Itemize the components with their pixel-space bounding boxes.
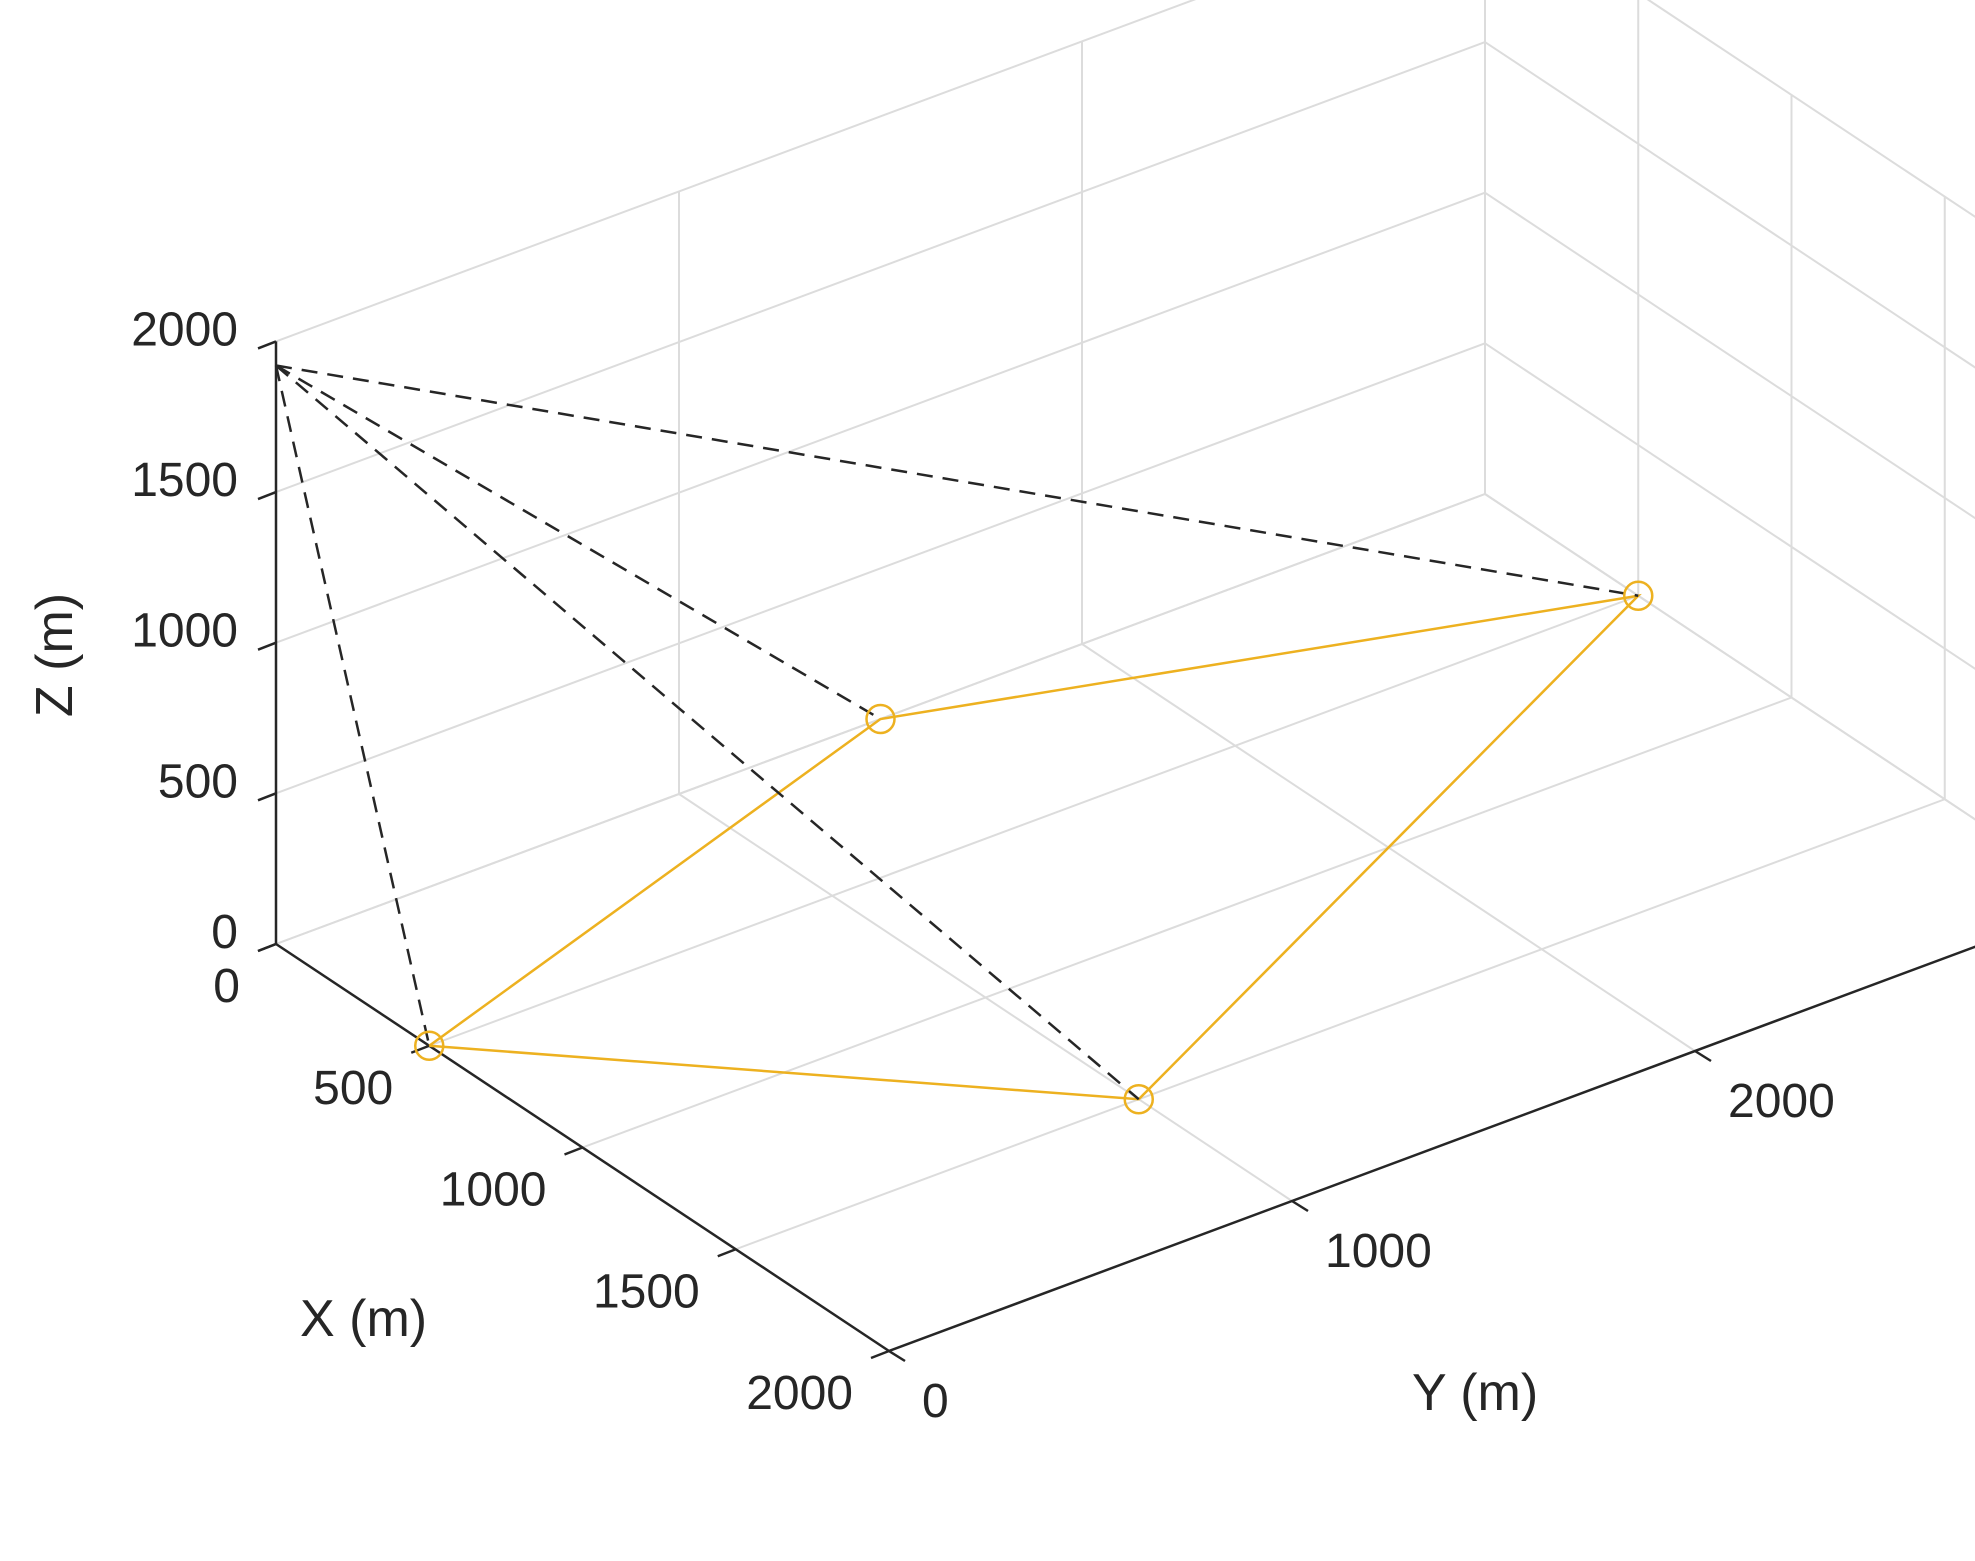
- axes-layer: [257, 340, 1975, 1363]
- z-tick-mark: [257, 792, 277, 802]
- back-wall-grid-line: [275, 342, 1486, 795]
- side-wall-grid-line: [1484, 493, 1975, 821]
- floor-grid-line: [428, 594, 1639, 1047]
- side-wall-grid-line: [1484, 191, 1975, 520]
- x-tick-mark: [410, 1044, 430, 1054]
- ray-line: [275, 364, 1639, 597]
- back-wall-grid-line: [275, 191, 1486, 644]
- floor-grid-line: [735, 798, 1946, 1251]
- sensor-marker: [414, 1030, 445, 1061]
- z-tick-label: 0: [211, 906, 238, 959]
- x-tick-mark: [717, 1248, 737, 1258]
- x-tick-mark: [564, 1146, 583, 1156]
- data-layer: [274, 364, 1654, 1115]
- ray-line: [275, 364, 1140, 1101]
- sensor-marker: [1123, 1084, 1154, 1115]
- side-wall-grid-line: [1484, 342, 1975, 670]
- floor-grid-line: [678, 793, 1293, 1202]
- ray-line: [275, 364, 882, 721]
- y-tick-label: 0: [922, 1375, 949, 1428]
- z-tick-mark: [257, 340, 277, 350]
- ray-line: [274, 365, 431, 1047]
- z-tick-mark: [257, 641, 277, 651]
- y-axis-title: Y (m): [1412, 1364, 1538, 1422]
- y-tick-mark: [1291, 1199, 1309, 1213]
- z-tick-label: 500: [158, 755, 238, 808]
- side-wall-grid-line: [1484, 41, 1975, 369]
- z-tick-label: 1500: [131, 454, 238, 507]
- z-tick-label: 2000: [131, 303, 238, 356]
- y-tick-label: 2000: [1728, 1075, 1835, 1128]
- x-tick-label: 500: [313, 1062, 393, 1115]
- y-tick-mark: [1694, 1049, 1712, 1063]
- x-tick-label: 0: [213, 960, 240, 1013]
- x-tick-label: 1500: [593, 1265, 700, 1318]
- z-tick-mark: [257, 942, 277, 953]
- x-axis-title: X (m): [300, 1290, 427, 1348]
- sensor-marker: [1623, 580, 1654, 611]
- z-tick-mark: [257, 490, 277, 501]
- x-tick-label: 2000: [746, 1367, 853, 1420]
- x-tick-mark: [870, 1349, 890, 1360]
- back-wall-grid-line: [275, 0, 1197, 343]
- x-tick-label: 1000: [440, 1164, 547, 1217]
- side-wall-grid-line: [1646, 0, 1975, 218]
- y-tick-label: 1000: [1325, 1225, 1432, 1278]
- z-tick-label: 1000: [131, 605, 238, 658]
- label-layer: X (m) Y (m) Z (m) 0 500 1000 1500 2000 0 1000 2…: [26, 303, 1835, 1428]
- y-tick-mark: [888, 1349, 906, 1363]
- z-axis-title: Z (m): [26, 593, 84, 717]
- back-wall-grid-line: [275, 41, 1486, 493]
- sensor-marker: [865, 703, 896, 735]
- y-axis-line: [888, 945, 1975, 1353]
